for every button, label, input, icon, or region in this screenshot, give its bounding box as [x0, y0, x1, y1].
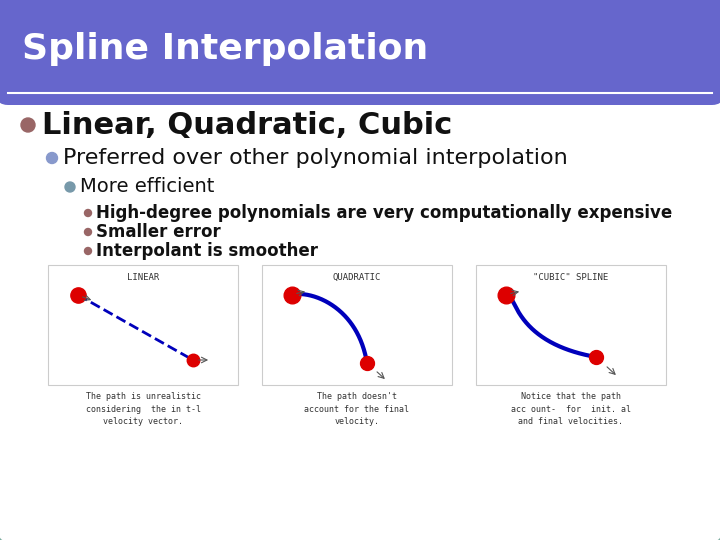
- Text: Spline Interpolation: Spline Interpolation: [22, 31, 428, 65]
- Text: Interpolant is smoother: Interpolant is smoother: [96, 242, 318, 260]
- FancyBboxPatch shape: [262, 265, 452, 385]
- FancyBboxPatch shape: [48, 265, 238, 385]
- Circle shape: [84, 247, 91, 254]
- Circle shape: [65, 182, 75, 192]
- FancyBboxPatch shape: [476, 265, 666, 385]
- Text: Preferred over other polynomial interpolation: Preferred over other polynomial interpol…: [63, 148, 568, 168]
- Circle shape: [84, 210, 91, 217]
- Circle shape: [21, 118, 35, 132]
- Circle shape: [47, 152, 58, 164]
- Text: Notice that the path
acc ount-  for  init. al
and final velocities.: Notice that the path acc ount- for init.…: [511, 392, 631, 426]
- Text: The path is unrealistic
considering  the in t-l
velocity vector.: The path is unrealistic considering the …: [86, 392, 200, 426]
- FancyBboxPatch shape: [0, 0, 720, 105]
- Bar: [8, 73, 712, 93]
- Text: Linear, Quadratic, Cubic: Linear, Quadratic, Cubic: [42, 111, 452, 139]
- Text: High-degree polynomials are very computationally expensive: High-degree polynomials are very computa…: [96, 204, 672, 222]
- Text: LINEAR: LINEAR: [127, 273, 159, 282]
- Text: The path doesn't
account for the final
velocity.: The path doesn't account for the final v…: [305, 392, 410, 426]
- Text: Smaller error: Smaller error: [96, 223, 221, 241]
- Text: "CUBIC" SPLINE: "CUBIC" SPLINE: [534, 273, 608, 282]
- Circle shape: [84, 228, 91, 235]
- Text: More efficient: More efficient: [80, 178, 215, 197]
- Text: QUADRATIC: QUADRATIC: [333, 273, 381, 282]
